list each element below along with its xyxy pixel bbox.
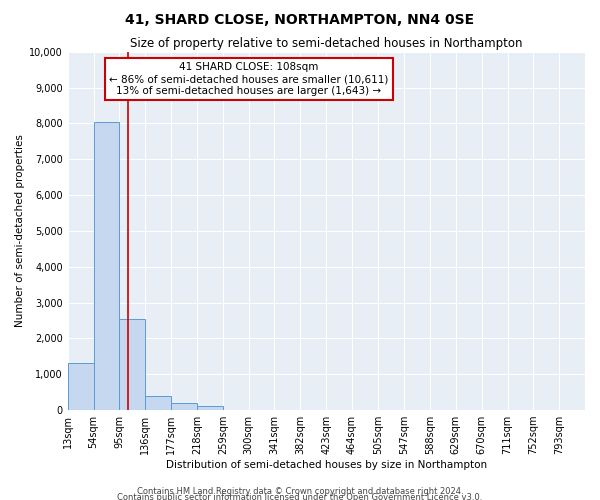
- Bar: [145, 396, 171, 410]
- Bar: [94, 122, 119, 410]
- Bar: [119, 318, 145, 410]
- X-axis label: Distribution of semi-detached houses by size in Northampton: Distribution of semi-detached houses by …: [166, 460, 487, 470]
- Title: Size of property relative to semi-detached houses in Northampton: Size of property relative to semi-detach…: [130, 38, 523, 51]
- Text: 41 SHARD CLOSE: 108sqm
← 86% of semi-detached houses are smaller (10,611)
13% of: 41 SHARD CLOSE: 108sqm ← 86% of semi-det…: [109, 62, 388, 96]
- Bar: [197, 406, 223, 410]
- Y-axis label: Number of semi-detached properties: Number of semi-detached properties: [15, 134, 25, 328]
- Text: 41, SHARD CLOSE, NORTHAMPTON, NN4 0SE: 41, SHARD CLOSE, NORTHAMPTON, NN4 0SE: [125, 12, 475, 26]
- Bar: [68, 364, 94, 410]
- Bar: [171, 403, 197, 410]
- Text: Contains public sector information licensed under the Open Government Licence v3: Contains public sector information licen…: [118, 492, 482, 500]
- Text: Contains HM Land Registry data © Crown copyright and database right 2024.: Contains HM Land Registry data © Crown c…: [137, 486, 463, 496]
